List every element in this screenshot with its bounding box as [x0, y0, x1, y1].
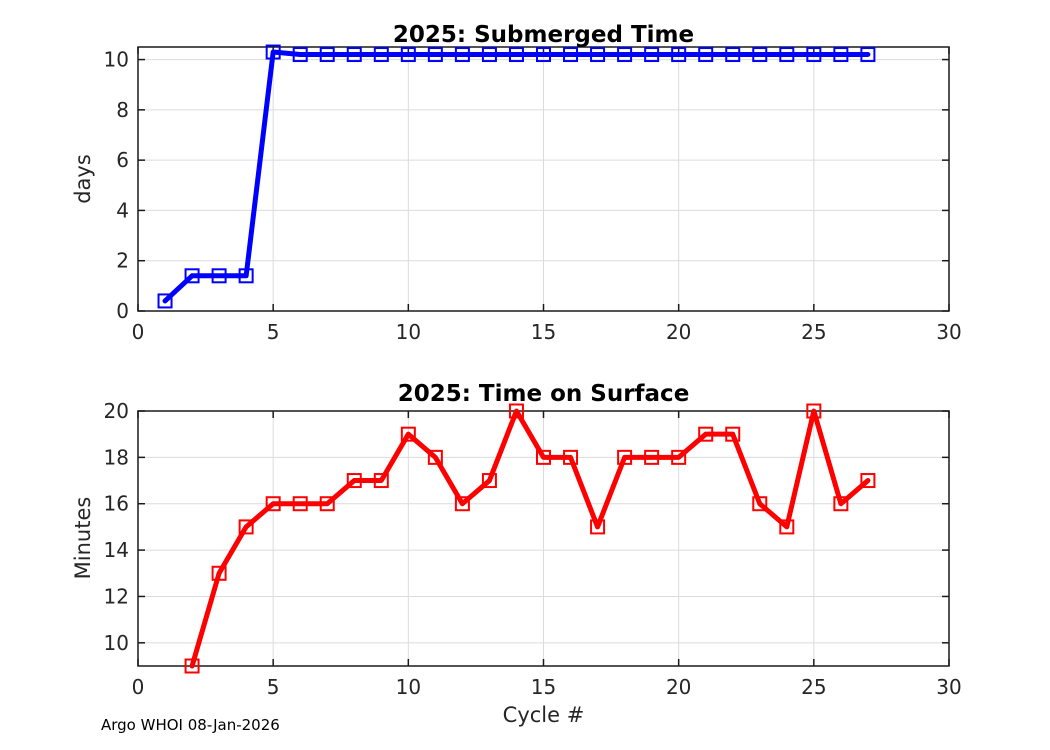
data-point-marker: [454, 496, 470, 512]
x-tick-label: 0: [132, 675, 145, 699]
x-tick-label: 30: [936, 320, 961, 344]
data-point-marker: [400, 47, 416, 63]
data-point-marker: [373, 473, 389, 489]
data-point-marker: [265, 496, 281, 512]
data-point-marker: [833, 496, 849, 512]
y-tick-label: 14: [104, 538, 129, 562]
data-point-marker: [292, 496, 308, 512]
x-tick-label: 30: [936, 675, 961, 699]
data-point-marker: [184, 658, 200, 674]
data-point-marker: [238, 268, 254, 284]
chart-title-submerged-time: 2025: Submerged Time: [392, 22, 695, 48]
data-point-marker: [157, 293, 173, 309]
data-point-marker: [806, 47, 822, 63]
data-point-marker: [400, 426, 416, 442]
x-tick-label: 0: [132, 320, 145, 344]
data-point-marker: [698, 426, 714, 442]
data-point-marker: [590, 519, 606, 535]
x-tick-label: 20: [666, 675, 691, 699]
data-point-marker: [184, 268, 200, 284]
data-point-marker: [671, 449, 687, 465]
data-point-marker: [563, 449, 579, 465]
y-tick-label: 6: [116, 148, 129, 172]
data-point-marker: [319, 496, 335, 512]
y-axis-label-days: days: [71, 154, 95, 204]
x-tick-label: 5: [267, 675, 280, 699]
data-point-marker: [617, 449, 633, 465]
data-point-marker: [481, 47, 497, 63]
data-point-marker: [427, 47, 443, 63]
x-tick-label: 5: [267, 320, 280, 344]
y-tick-label: 18: [104, 445, 129, 469]
y-tick-label: 20: [104, 399, 129, 423]
data-point-marker: [346, 473, 362, 489]
y-tick-label: 8: [116, 98, 129, 122]
x-tick-label: 25: [801, 675, 826, 699]
data-point-marker: [860, 47, 876, 63]
data-point-marker: [454, 47, 470, 63]
data-point-marker: [779, 47, 795, 63]
data-point-marker: [644, 47, 660, 63]
x-axis-label-cycle: Cycle #: [502, 703, 585, 727]
x-tick-label: 10: [396, 675, 421, 699]
data-point-marker: [752, 496, 768, 512]
data-point-marker: [211, 565, 227, 581]
y-tick-label: 10: [104, 631, 129, 655]
y-axis-label-minutes: Minutes: [71, 496, 95, 580]
data-point-marker: [563, 47, 579, 63]
data-point-marker: [671, 47, 687, 63]
data-point-marker: [590, 47, 606, 63]
data-point-marker: [373, 47, 389, 63]
data-point-marker: [292, 47, 308, 63]
x-tick-label: 15: [531, 320, 556, 344]
data-point-marker: [265, 44, 281, 60]
y-tick-label: 10: [104, 48, 129, 72]
data-point-marker: [860, 473, 876, 489]
data-point-marker: [779, 519, 795, 535]
data-point-marker: [725, 47, 741, 63]
data-line: [189, 408, 871, 669]
data-point-marker: [617, 47, 633, 63]
data-point-marker: [806, 403, 822, 419]
x-tick-label: 15: [531, 675, 556, 699]
data-point-marker: [508, 403, 524, 419]
data-point-marker: [644, 449, 660, 465]
data-point-marker: [481, 473, 497, 489]
x-tick-label: 20: [666, 320, 691, 344]
x-tick-label: 25: [801, 320, 826, 344]
y-tick-label: 4: [116, 198, 129, 222]
data-point-marker: [238, 519, 254, 535]
data-point-marker: [427, 449, 443, 465]
x-tick-label: 10: [396, 320, 421, 344]
footer-caption: Argo WHOI 08-Jan-2026: [101, 716, 280, 734]
data-point-marker: [508, 47, 524, 63]
data-point-marker: [211, 268, 227, 284]
y-tick-label: 12: [104, 584, 129, 608]
y-tick-label: 16: [104, 492, 129, 516]
chart-title-time-on-surface: 2025: Time on Surface: [397, 381, 690, 407]
data-point-marker: [698, 47, 714, 63]
data-point-marker: [833, 47, 849, 63]
data-point-marker: [725, 426, 741, 442]
data-point-marker: [319, 47, 335, 63]
y-tick-label: 0: [116, 299, 129, 323]
data-point-marker: [346, 47, 362, 63]
data-point-marker: [752, 47, 768, 63]
data-point-marker: [536, 449, 551, 465]
y-tick-label: 2: [116, 249, 129, 273]
data-line: [162, 49, 871, 304]
data-point-marker: [536, 47, 551, 63]
